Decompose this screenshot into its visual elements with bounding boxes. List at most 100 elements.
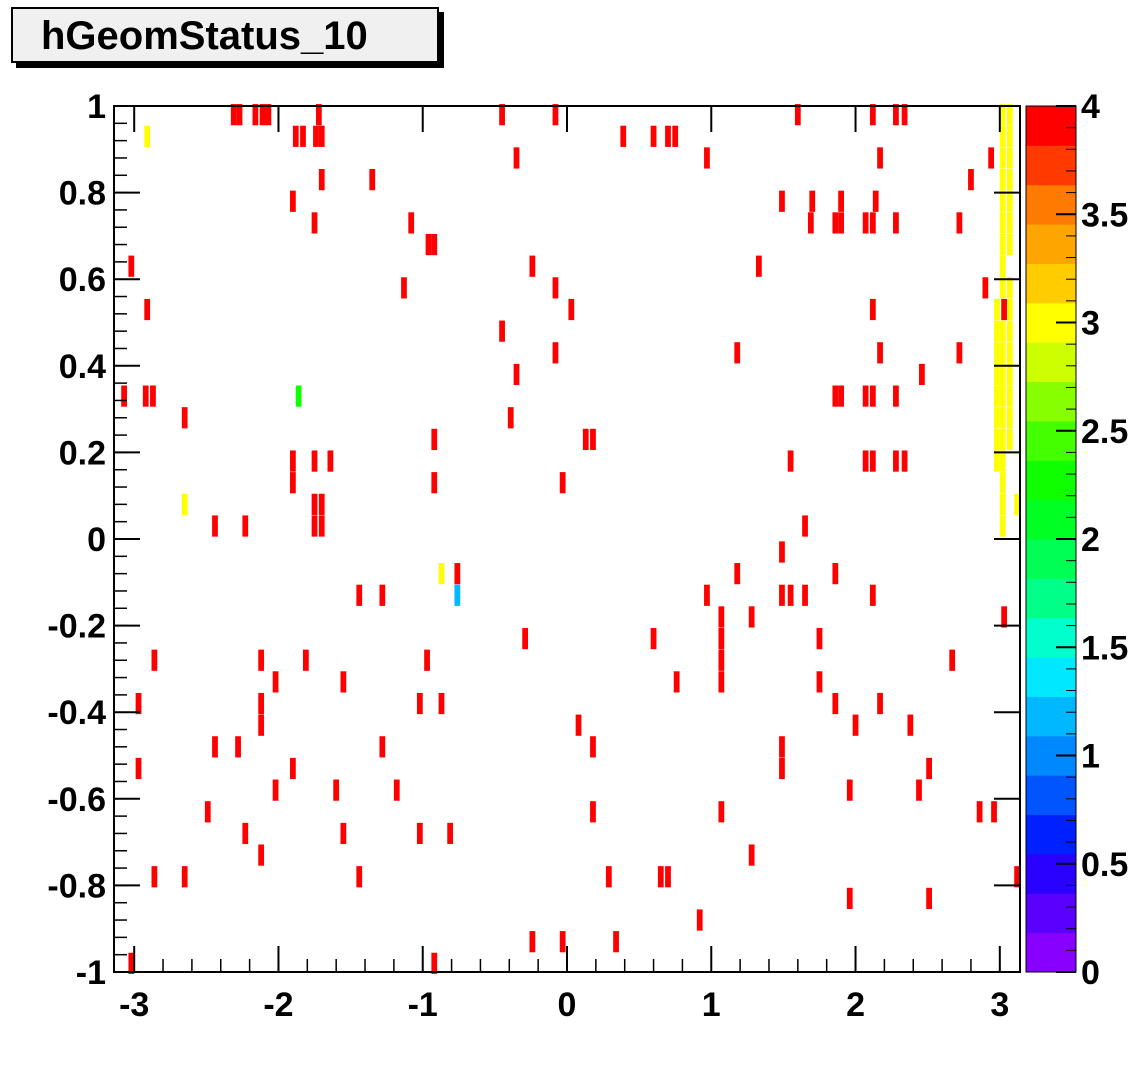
heatmap-cell [999, 104, 1006, 126]
heatmap-cell [340, 671, 347, 693]
heatmap-cell [988, 147, 995, 169]
heatmap-cell [424, 649, 430, 671]
heatmap-cell [1007, 190, 1013, 212]
heatmap-cell [150, 385, 156, 407]
heatmap-cell [513, 147, 520, 169]
heatmap-cell [318, 493, 325, 515]
heatmap-cell [1007, 147, 1013, 169]
palette-swatch [1026, 696, 1076, 737]
heatmap-cell [999, 212, 1006, 234]
heatmap-cell [999, 277, 1006, 299]
heatmap-cell [976, 801, 983, 823]
heatmap-cell [650, 627, 657, 650]
heatmap-cell [816, 671, 823, 693]
heatmap-cell [522, 627, 529, 650]
heatmap-cell [242, 822, 249, 845]
y-tick-label: 0.4 [59, 348, 106, 386]
heatmap-cell [999, 255, 1006, 277]
heatmap-cell [1007, 104, 1013, 126]
y-tick-label: -0.8 [47, 867, 106, 905]
heatmap-cell [869, 298, 876, 321]
heatmap-cell [832, 692, 839, 715]
heatmap-cell [1007, 212, 1013, 234]
z-tick-label: 0.5 [1081, 846, 1128, 884]
heatmap-cell [135, 692, 142, 715]
heatmap-cell [832, 563, 839, 585]
axis-ticks [114, 105, 1020, 973]
heatmap-cell [968, 169, 974, 191]
heatmap-cell [507, 407, 514, 429]
heatmap-cell [315, 104, 322, 126]
heatmap-cell [999, 342, 1006, 364]
heatmap-cell [901, 104, 908, 126]
heatmap-cell [994, 342, 1000, 364]
palette-swatch [1026, 381, 1076, 422]
heatmap-cell [128, 952, 135, 974]
heatmap-cell [313, 125, 319, 147]
heatmap-cell [907, 714, 914, 736]
heatmap-cell [212, 736, 218, 758]
palette-swatch [1026, 145, 1076, 186]
z-tick-label: 3.5 [1081, 196, 1128, 234]
heatmap-cell [779, 736, 785, 758]
heatmap-cell [718, 606, 725, 628]
heatmap-cell [787, 450, 794, 472]
heatmap-cell [529, 931, 536, 953]
heatmap-cell [318, 169, 325, 191]
heatmap-cell [994, 298, 1000, 321]
palette-swatch [1026, 499, 1076, 540]
heatmap-cell [852, 714, 859, 736]
heatmap-cell [1007, 428, 1013, 451]
heatmap-cell [552, 277, 559, 299]
heatmap-cell [704, 147, 710, 169]
heatmap-cell [994, 385, 1000, 407]
heatmap-cell [1007, 363, 1013, 386]
heatmap-cell [665, 125, 671, 147]
z-tick-label: 1.5 [1081, 629, 1128, 667]
heatmap-cell [994, 450, 1000, 472]
heatmap-cell [259, 104, 266, 126]
palette-swatch [1026, 420, 1076, 461]
heatmap-cell [333, 779, 340, 801]
heatmap-cell [926, 887, 932, 909]
x-tick-label: 2 [846, 986, 865, 1024]
palette-swatch [1026, 342, 1076, 383]
heatmap-cell [431, 952, 438, 974]
heatmap-cell [379, 584, 386, 606]
heatmap-cell [340, 822, 347, 845]
heatmap-cell [128, 255, 135, 277]
z-axis-labels: 0 0.5 1 1.5 2 2.5 3 3.5 4 [1081, 88, 1128, 992]
heatmap-cell [318, 515, 325, 537]
heatmap-cell [1007, 277, 1013, 299]
heatmap-cell [605, 866, 612, 888]
y-tick-label: 0.2 [59, 434, 106, 472]
heatmap-cell [862, 450, 869, 472]
heatmap-cell [665, 866, 671, 888]
chart-title: hGeomStatus_10 [41, 14, 368, 58]
heatmap-cell [872, 190, 879, 212]
heatmap-cell [1007, 169, 1013, 191]
heatmap-cell [575, 714, 582, 736]
heatmap-cell [991, 801, 997, 823]
heatmap-cell [807, 212, 814, 234]
heatmap-cell [454, 584, 461, 606]
heatmap-cell [982, 277, 989, 299]
heatmap-cell [242, 515, 249, 537]
heatmap-cell [802, 584, 808, 606]
heatmap-cell [832, 212, 839, 234]
heatmap-cell [696, 909, 703, 931]
heatmap-cell [142, 385, 149, 407]
heatmap-cell [832, 385, 839, 407]
heatmap-cell [779, 584, 785, 606]
heatmap-cell [999, 472, 1006, 494]
palette-swatch [1026, 539, 1076, 579]
x-tick-label: -2 [263, 986, 293, 1024]
heatmap-cell [302, 649, 309, 671]
heatmap-cell [779, 541, 785, 563]
heatmap-cell [290, 757, 296, 780]
heatmap-cell [290, 472, 296, 494]
heatmap-cell [838, 190, 844, 212]
heatmap-cell [447, 822, 454, 845]
heatmap-cell [416, 822, 423, 845]
